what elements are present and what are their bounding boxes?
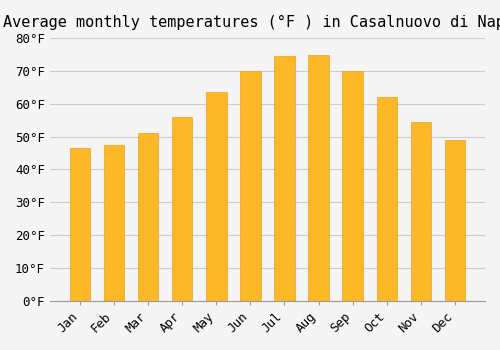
Bar (342, 71, 363, 301)
Bar (308, 55, 329, 301)
Bar (206, 92, 227, 301)
Bar (104, 145, 124, 301)
Bar (274, 56, 294, 301)
Bar (70, 148, 90, 301)
Bar (410, 122, 431, 301)
Bar (172, 117, 193, 301)
Bar (376, 97, 397, 301)
Bar (240, 71, 260, 301)
Bar (445, 140, 465, 301)
Bar (138, 133, 158, 301)
Title: Average monthly temperatures (°F ) in Casalnuovo di Napoli: Average monthly temperatures (°F ) in Ca… (3, 15, 500, 30)
